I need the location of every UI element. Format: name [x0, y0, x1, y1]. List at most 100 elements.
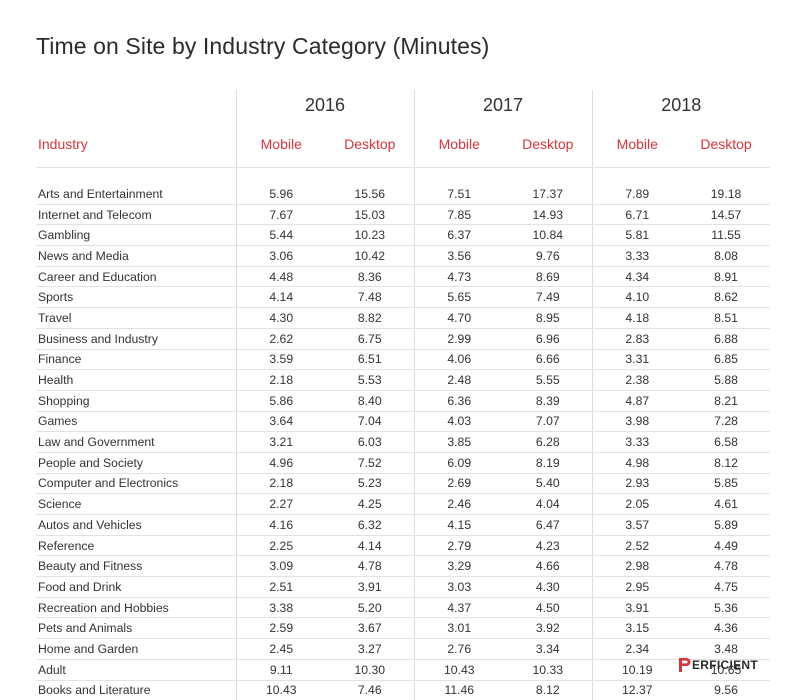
mobile-value-cell-2018: 4.18 — [591, 307, 683, 329]
mobile-value-cell-2017: 10.43 — [413, 659, 505, 681]
mobile-value-cell-2018: 3.91 — [591, 597, 683, 619]
desktop-value-cell-2016: 7.46 — [357, 683, 382, 698]
mobile-value-cell-2016: 2.62 — [235, 328, 326, 350]
table-row: Food and Drink 2.51 3.91 3.03 4.30 2.95 4.75 — [36, 576, 771, 598]
mobile-value-cell-2016: 2.25 — [235, 535, 326, 557]
table-row: Business and Industry 2.62 6.75 2.99 6.96 2.8… — [36, 328, 771, 350]
table-body: Arts and Entertainment 5.96 15.56 7.51 17.37… — [36, 184, 771, 700]
desktop-value-cell-2017: 3.92 — [504, 617, 593, 640]
mobile-value-cell-2017: 4.73 — [413, 266, 505, 288]
desktop-value-cell-2017: 5.40 — [504, 473, 593, 495]
desktop-value-cell-2018: 8.51 — [682, 307, 771, 329]
industry-cell: Adult — [36, 659, 236, 681]
mobile-value-cell-2016: 7.67 — [235, 204, 326, 226]
table-row: Science 2.27 4.25 2.46 4.04 2.05 4.61 — [36, 493, 771, 515]
desktop-value-cell-2018: 4.75 — [682, 576, 771, 598]
table-row: Internet and Telecom 7.67 15.03 7.85 14.93 6.… — [36, 204, 771, 226]
mobile-value-cell-2017: 4.15 — [413, 514, 505, 536]
desktop-value-cell-2018: 6.58 — [682, 431, 771, 453]
table-row: News and Media 3.06 10.42 3.56 9.76 3.33 8.08 — [36, 245, 771, 267]
mobile-value-cell-2016: 4.96 — [235, 452, 326, 474]
desktop-value-cell-2016: 7.48 — [326, 286, 415, 309]
desktop-value-cell-2018: 4.78 — [682, 555, 771, 578]
mobile-value-cell-2017: 2.69 — [413, 473, 505, 495]
mobile-value-cell-2017: 3.56 — [413, 245, 505, 267]
desktop-value-cell-2016: 6.03 — [326, 431, 415, 453]
mobile-value-cell-2016: 3.06 — [235, 245, 326, 267]
mobile-value-cell-2016: 5.44 — [235, 224, 326, 247]
desktop-value-cell-2018: 5.85 — [682, 473, 771, 495]
desktop-value-cell-2018: 19.18 — [682, 184, 771, 205]
desktop-value-cell-2016: 6.32 — [326, 514, 415, 536]
desktop-value-cell-2018: 4.61 — [682, 493, 771, 515]
mobile-value-cell-2018: 3.33 — [591, 245, 683, 267]
desktop-value-cell-2018: 11.55 — [682, 224, 771, 247]
desktop-value-cell-2017: 8.69 — [504, 266, 593, 288]
table-row: Games 3.64 7.04 4.03 7.07 3.98 7.28 — [36, 411, 771, 433]
desktop-value-cell-2017: 8.12 — [535, 683, 560, 698]
mobile-value-cell-2018: 4.10 — [591, 286, 683, 309]
desktop-value-cell-2016: 8.36 — [326, 266, 415, 288]
mobile-value-cell-2017: 2.99 — [413, 328, 505, 350]
mobile-value-cell-2016: 9.11 — [235, 659, 326, 681]
desktop-value-cell-2017: 7.07 — [504, 411, 593, 433]
mobile-value-cell-2018: 3.57 — [591, 514, 683, 536]
industry-cell: Reference — [36, 535, 236, 557]
mobile-value-cell-2017: 4.37 — [413, 597, 505, 619]
industry-cell: Food and Drink — [36, 576, 236, 598]
year-header-blank — [36, 90, 236, 120]
mobile-value-cell-2018: 2.38 — [591, 369, 683, 391]
mobile-value-cell-2016: 3.38 — [235, 597, 326, 619]
mobile-value-cell-2016: 4.14 — [235, 286, 326, 309]
mobile-value-cell-2017: 2.76 — [413, 638, 505, 660]
desktop-value-cell-2016: 5.23 — [326, 473, 415, 495]
desktop-value-cell-2017: 6.47 — [504, 514, 593, 536]
mobile-value-cell-2018: 3.15 — [591, 617, 683, 640]
desktop-value-cell-2016: 4.25 — [326, 493, 415, 515]
desktop-value-cell-2016: 4.14 — [326, 535, 415, 557]
mobile-value-cell-2017: 2.46 — [413, 493, 505, 515]
mobile-value-cell-2018: 2.83 — [591, 328, 683, 350]
industry-cell: People and Society — [36, 452, 236, 474]
table-row: Gambling 5.44 10.23 6.37 10.84 5.81 11.55 — [36, 224, 771, 247]
desktop-value-cell-2018: 8.08 — [682, 245, 771, 267]
column-header-row: Industry Mobile Desktop Mobile Desktop M… — [36, 120, 771, 168]
table-row: Home and Garden 2.45 3.27 2.76 3.34 2.34 3.48 — [36, 638, 771, 660]
desktop-value-cell-2018: 10.65 — [682, 659, 771, 681]
mobile-value-cell-2016: 5.96 — [235, 184, 326, 205]
table-row: Autos and Vehicles 4.16 6.32 4.15 6.47 3.57 5.… — [36, 514, 771, 536]
desktop-column-header: Desktop — [504, 120, 593, 168]
table-row: Adult 9.11 10.30 10.43 10.33 10.19 10.65 — [36, 659, 771, 681]
desktop-value-cell-2017: 4.66 — [504, 555, 593, 578]
desktop-value-cell-2016: 3.91 — [326, 576, 415, 598]
mobile-value-cell-2018: 2.52 — [591, 535, 683, 557]
desktop-value-cell-2018: 5.88 — [682, 369, 771, 391]
desktop-value-cell-2018: 5.36 — [682, 597, 771, 619]
industry-cell: Autos and Vehicles — [36, 514, 236, 536]
table-row: Computer and Electronics 2.18 5.23 2.69 5.40… — [36, 473, 771, 495]
industry-cell: Books and Literature — [38, 683, 151, 698]
mobile-value-cell-2017: 4.03 — [413, 411, 505, 433]
table-row: Reference 2.25 4.14 2.79 4.23 2.52 4.49 — [36, 535, 771, 557]
mobile-value-cell-2017: 2.48 — [413, 369, 505, 391]
mobile-value-cell-2016: 2.27 — [235, 493, 326, 515]
industry-cell: Science — [36, 493, 236, 515]
mobile-value-cell-2018: 12.37 — [591, 680, 683, 700]
industry-cell: Health — [36, 369, 236, 391]
mobile-value-cell-2017: 4.06 — [413, 349, 505, 371]
mobile-value-cell-2016: 4.30 — [235, 307, 326, 329]
desktop-value-cell-2016: 7.04 — [326, 411, 415, 433]
mobile-value-cell-2017: 7.85 — [413, 204, 505, 226]
year-header-2017: 2017 — [413, 90, 593, 120]
mobile-value-cell-2018: 4.98 — [591, 452, 683, 474]
desktop-value-cell-2016: 6.75 — [326, 328, 415, 350]
table-row: Finance 3.59 6.51 4.06 6.66 3.31 6.85 — [36, 349, 771, 371]
mobile-value-cell-2016: 3.09 — [235, 555, 326, 578]
table-row: Recreation and Hobbies 3.38 5.20 4.37 4.50 3.… — [36, 597, 771, 619]
desktop-value-cell-2016: 5.20 — [326, 597, 415, 619]
mobile-column-header: Mobile — [413, 120, 505, 168]
industry-cell: Beauty and Fitness — [36, 555, 236, 578]
desktop-value-cell-2017: 17.37 — [504, 184, 593, 205]
desktop-value-cell-2017: 4.04 — [504, 493, 593, 515]
industry-cell: Business and Industry — [36, 328, 236, 350]
